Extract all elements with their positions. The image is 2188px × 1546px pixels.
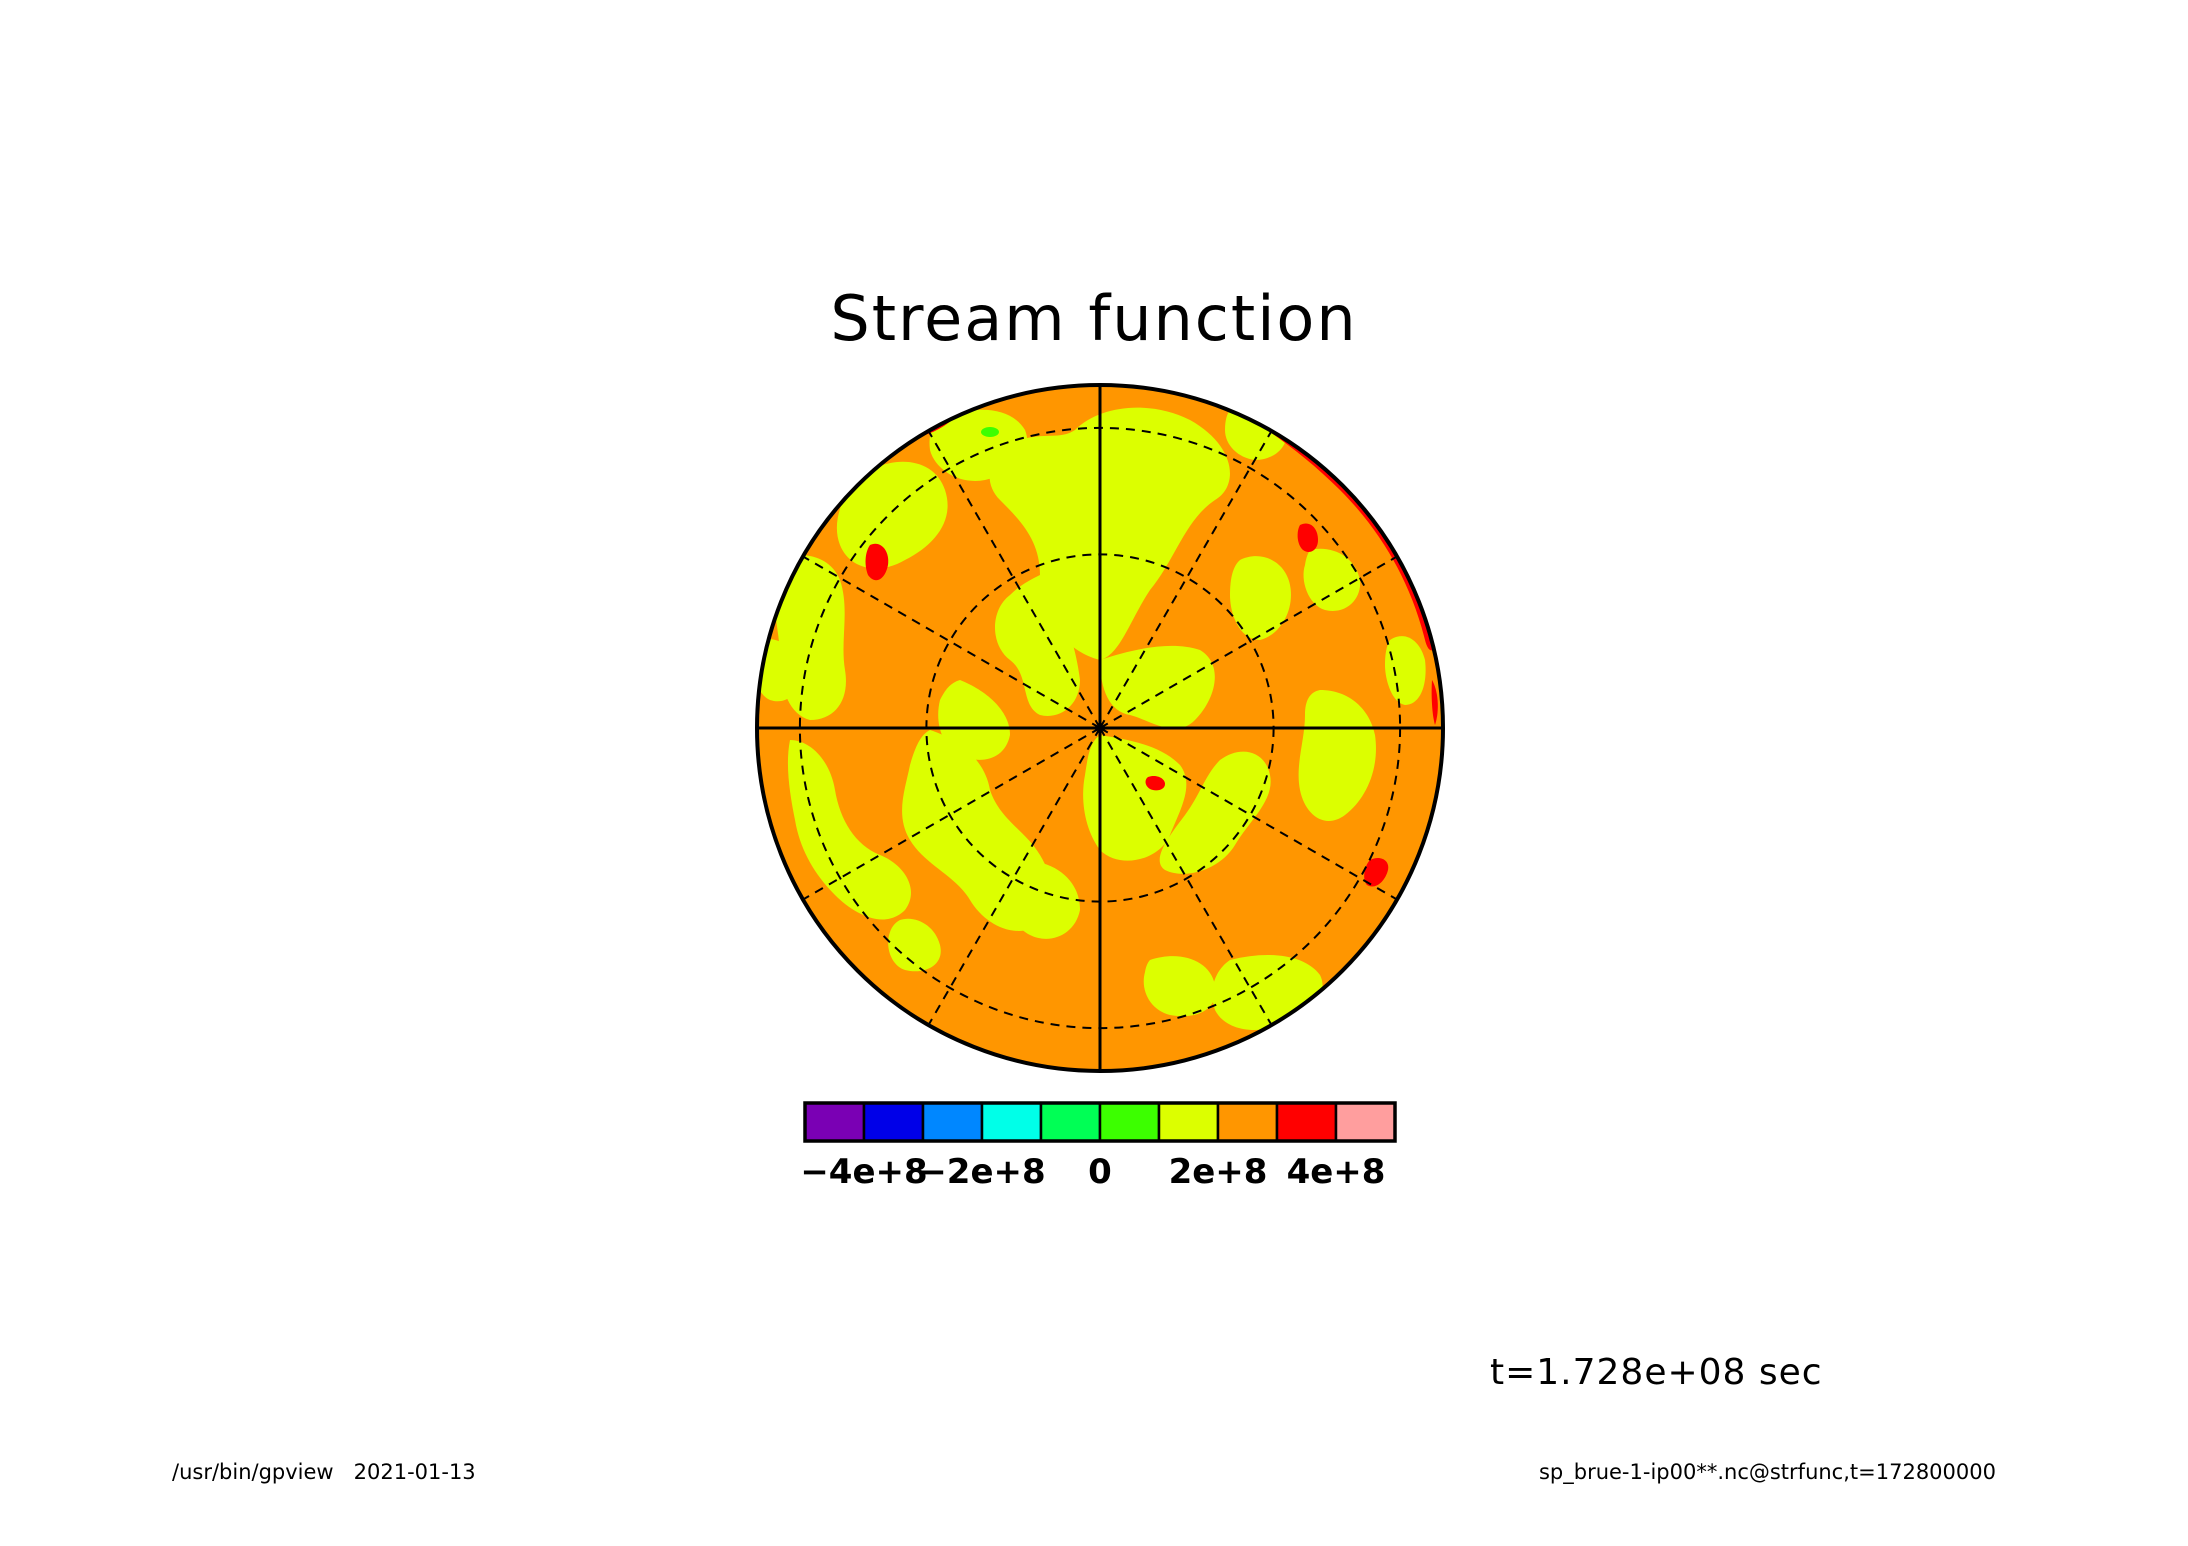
time-label: t=1.728e+08 sec	[1490, 1352, 1823, 1393]
colorbar-tick-label-5: 4e+8	[1287, 1152, 1386, 1192]
colorbar-swatch-6	[1098, 1101, 1161, 1143]
field-band-min-1	[981, 427, 999, 437]
field-band-secondary-17	[1212, 955, 1323, 1030]
colorbar-frame	[803, 1101, 1397, 1143]
colorbar-swatch-1	[803, 1101, 866, 1143]
chart-title: Stream function	[830, 282, 1358, 355]
colorbar-tick-label-4: 2e+8	[1169, 1152, 1268, 1192]
colorbar-tick-label-3: 0	[1088, 1152, 1112, 1192]
colorbar-swatch-2	[862, 1101, 925, 1143]
colorbar-swatch-10	[1334, 1101, 1397, 1143]
colorbar-swatch-3	[921, 1101, 984, 1143]
field-band-secondary-4	[1083, 735, 1187, 861]
field-band-secondary-5	[1159, 751, 1271, 874]
field-band-secondary-19	[888, 918, 941, 972]
field-band-secondary-13	[1230, 556, 1291, 640]
disc-outline	[755, 383, 1445, 1073]
latitude-circle-1	[925, 553, 1275, 903]
field-band-secondary-15	[1298, 690, 1376, 821]
field-band-secondary-16	[1143, 956, 1216, 1017]
colorbar-swatch-9	[1275, 1101, 1338, 1143]
colorbar: −4e+8−2e+8 0 2e+8 4e+8	[800, 1101, 1397, 1192]
field-band-secondary-3	[995, 575, 1080, 716]
colorbar-tick-label-1: −4e+8	[800, 1152, 927, 1192]
colorbar-swatch-4	[980, 1101, 1043, 1143]
field-band-max-4	[1297, 523, 1318, 552]
field-band-max-3	[865, 543, 889, 581]
field-band-secondary-14	[1303, 548, 1361, 611]
field-band-secondary-18	[1105, 484, 1173, 541]
latitude-circle-2	[798, 426, 1402, 1030]
field-band-secondary-9	[787, 740, 911, 920]
field-band-max-6	[1364, 858, 1389, 887]
colorbar-swatch-7	[1157, 1101, 1220, 1143]
field-band-secondary-11	[929, 409, 1028, 481]
field-band-max-5	[1145, 775, 1165, 791]
colorbar-swatch-8	[1216, 1101, 1279, 1143]
colorbar-tick-label-2: −2e+8	[918, 1152, 1045, 1192]
field-band-secondary-21	[1385, 636, 1426, 705]
field-band-secondary-12	[938, 680, 1010, 760]
field-band-max-7	[1431, 680, 1438, 725]
field-band-secondary-2	[1100, 645, 1215, 729]
colorbar-swatch-5	[1039, 1101, 1102, 1143]
footer-program-date: /usr/bin/gpview 2021-01-13	[172, 1460, 476, 1484]
footer-source-file: sp_brue-1-ip00**.nc@strfunc,t=172800000	[1538, 1460, 1996, 1484]
map-grid	[757, 385, 1443, 1071]
field-band-secondary-7	[1008, 860, 1080, 939]
